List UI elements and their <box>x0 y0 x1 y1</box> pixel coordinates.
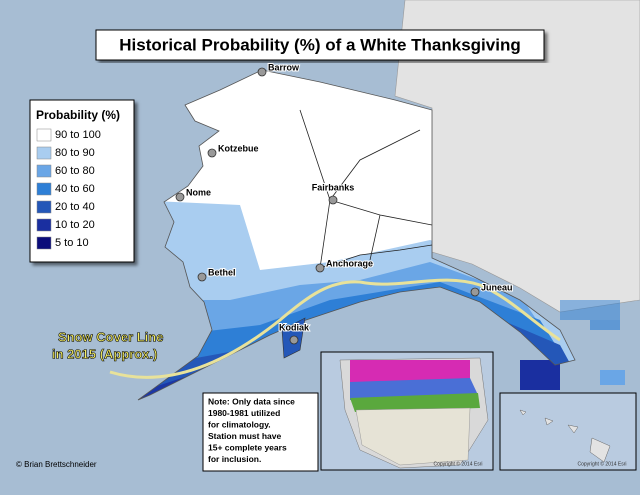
canada <box>394 0 640 313</box>
note-line: Note: Only data since <box>208 396 295 406</box>
legend-swatch <box>36 218 52 232</box>
note-line: 15+ complete years <box>208 442 287 452</box>
legend-label: 10 to 20 <box>55 219 95 231</box>
city-marker <box>470 287 480 297</box>
note-line: for climatology. <box>208 419 271 429</box>
inset-hawaii <box>499 392 637 471</box>
note-line: for inclusion. <box>208 454 261 464</box>
legend-swatch <box>36 146 52 160</box>
city-marker <box>197 272 207 282</box>
city-marker <box>328 195 338 205</box>
annotation: Snow Cover Line <box>58 329 163 344</box>
city-label: Kotzebue <box>218 143 259 153</box>
legend-label: 40 to 60 <box>55 183 95 195</box>
legend-swatch <box>36 200 52 214</box>
city-label: Kodiak <box>279 322 310 332</box>
legend-box <box>29 99 135 263</box>
inset-credit: Copyright © 2014 Esri <box>578 460 627 467</box>
note-box <box>202 392 319 472</box>
legend-label: 5 to 10 <box>55 237 89 249</box>
inset-credit: Copyright © 2014 Esri <box>434 460 483 467</box>
title: Historical Probability (%) of a White Th… <box>119 35 520 54</box>
legend-label: 60 to 80 <box>55 165 95 177</box>
roads <box>299 109 433 269</box>
legend-label: 90 to 100 <box>55 129 101 141</box>
legend-swatch <box>36 128 52 142</box>
city-label: Barrow <box>268 62 300 72</box>
city-marker <box>289 335 299 345</box>
credit: © Brian Brettschneider <box>16 460 97 469</box>
snow-cover-line <box>109 278 561 379</box>
legend-swatch <box>36 164 52 178</box>
city-label: Bethel <box>208 267 236 277</box>
title-box <box>95 29 545 61</box>
city-label: Juneau <box>481 282 513 292</box>
city-label: Fairbanks <box>312 182 355 192</box>
city-label: Anchorage <box>326 258 373 268</box>
annotation: in 2015 (Approx.) <box>52 346 157 361</box>
city-marker <box>207 148 217 158</box>
city-marker <box>315 263 325 273</box>
city-marker <box>257 67 267 77</box>
legend-title: Probability (%) <box>36 108 120 122</box>
city-label: Nome <box>186 187 211 197</box>
inset-north-america <box>320 351 494 471</box>
legend-swatch <box>36 182 52 196</box>
legend-swatch <box>36 236 52 250</box>
city-marker <box>175 192 185 202</box>
legend-label: 80 to 90 <box>55 147 95 159</box>
note-line: 1980-1981 utilized <box>208 408 280 418</box>
note-line: Station must have <box>208 431 281 441</box>
legend-label: 20 to 40 <box>55 201 95 213</box>
canada-speckles <box>520 300 625 390</box>
